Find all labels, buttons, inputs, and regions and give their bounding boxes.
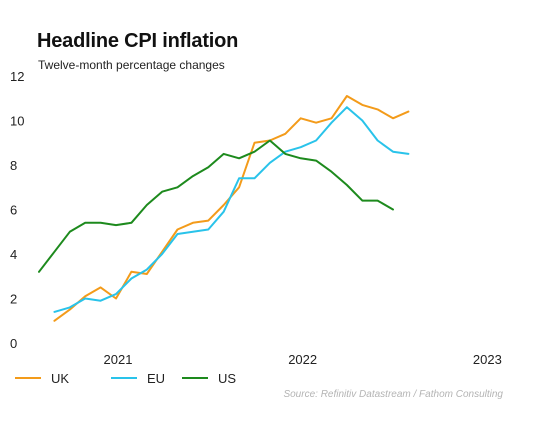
y-tick-label: 10 [10,114,24,129]
y-tick-label: 2 [10,292,17,307]
legend-label-eu: EU [147,371,165,386]
legend-label-uk: UK [51,371,69,386]
series-line-us [38,139,394,273]
series-line-uk [53,95,410,322]
y-tick-label: 8 [10,158,17,173]
source-note: Source: Refinitiv Datastream / Fathom Co… [283,389,503,400]
chart-subtitle: Twelve-month percentage changes [38,58,225,72]
x-tick-label: 2021 [104,352,133,367]
chart-title: Headline CPI inflation [37,30,239,52]
y-tick-label: 12 [10,69,24,84]
legend-label-us: US [218,371,236,386]
x-tick-label: 2022 [288,352,317,367]
y-tick-label: 6 [10,203,17,218]
series-line-eu [53,106,410,313]
y-tick-label: 0 [10,336,17,351]
x-tick-label: 2023 [473,352,502,367]
y-tick-label: 4 [10,247,17,262]
